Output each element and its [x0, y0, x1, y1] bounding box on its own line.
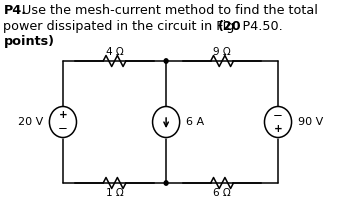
Text: 90 V: 90 V: [298, 117, 323, 127]
Text: 20 V: 20 V: [18, 117, 43, 127]
Text: 4 Ω: 4 Ω: [106, 47, 124, 57]
Text: 1 Ω: 1 Ω: [106, 188, 124, 198]
Text: 6 A: 6 A: [186, 117, 204, 127]
Text: +: +: [274, 124, 283, 134]
Text: Use the mesh-current method to find the total: Use the mesh-current method to find the …: [18, 4, 318, 17]
Text: −: −: [273, 109, 283, 122]
Circle shape: [164, 181, 168, 185]
Circle shape: [164, 59, 168, 63]
Text: +: +: [59, 110, 67, 120]
Text: (20: (20: [218, 19, 242, 32]
Text: 9 Ω: 9 Ω: [213, 47, 231, 57]
Text: power dissipated in the circuit in Fig. P4.50.: power dissipated in the circuit in Fig. …: [4, 19, 287, 32]
Text: P4.: P4.: [4, 4, 26, 17]
Text: 6 Ω: 6 Ω: [213, 188, 231, 198]
Text: −: −: [58, 122, 68, 135]
Text: points): points): [4, 35, 54, 48]
